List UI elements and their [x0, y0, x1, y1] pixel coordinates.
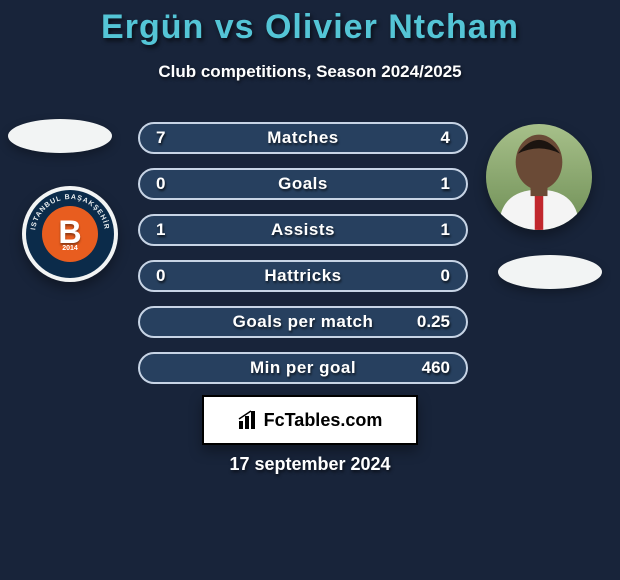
stat-left-value: 7 [156, 124, 165, 152]
stat-right-value: 0 [441, 262, 450, 290]
stat-right-value: 0.25 [417, 308, 450, 336]
crest-year: 2014 [62, 245, 78, 252]
left-club-crest-icon: ISTANBUL BAŞAKŞEHİRB2014 [22, 186, 118, 282]
right-club-placeholder-icon [498, 255, 602, 289]
stat-row: 7 Matches 4 [138, 122, 468, 154]
right-player-photo [486, 124, 592, 230]
stat-row: 0 Goals 1 [138, 168, 468, 200]
stat-row: 0 Hattricks 0 [138, 260, 468, 292]
stat-right-value: 4 [441, 124, 450, 152]
stat-label: Goals [278, 174, 328, 194]
branding-box: FcTables.com [202, 395, 418, 445]
stat-row: Goals per match 0.25 [138, 306, 468, 338]
left-player-placeholder-icon [8, 119, 112, 153]
stat-label: Assists [271, 220, 335, 240]
stat-label: Matches [267, 128, 339, 148]
stat-left-value: 0 [156, 262, 165, 290]
branding-text: FcTables.com [264, 410, 383, 431]
stat-right-value: 1 [441, 216, 450, 244]
stat-left-value: 1 [156, 216, 165, 244]
stat-row: 1 Assists 1 [138, 214, 468, 246]
page-title: Ergün vs Olivier Ntcham [0, 8, 620, 47]
stat-label: Goals per match [233, 312, 374, 332]
stat-row: Min per goal 460 [138, 352, 468, 384]
stat-right-value: 1 [441, 170, 450, 198]
stat-right-value: 460 [422, 354, 450, 382]
page-subtitle: Club competitions, Season 2024/2025 [0, 62, 620, 82]
fctables-logo-icon: FcTables.com [238, 410, 383, 431]
stat-left-value: 0 [156, 170, 165, 198]
footer-date: 17 september 2024 [0, 454, 620, 475]
stat-label: Min per goal [250, 358, 356, 378]
crest-letter: B [58, 216, 81, 248]
stat-label: Hattricks [264, 266, 341, 286]
